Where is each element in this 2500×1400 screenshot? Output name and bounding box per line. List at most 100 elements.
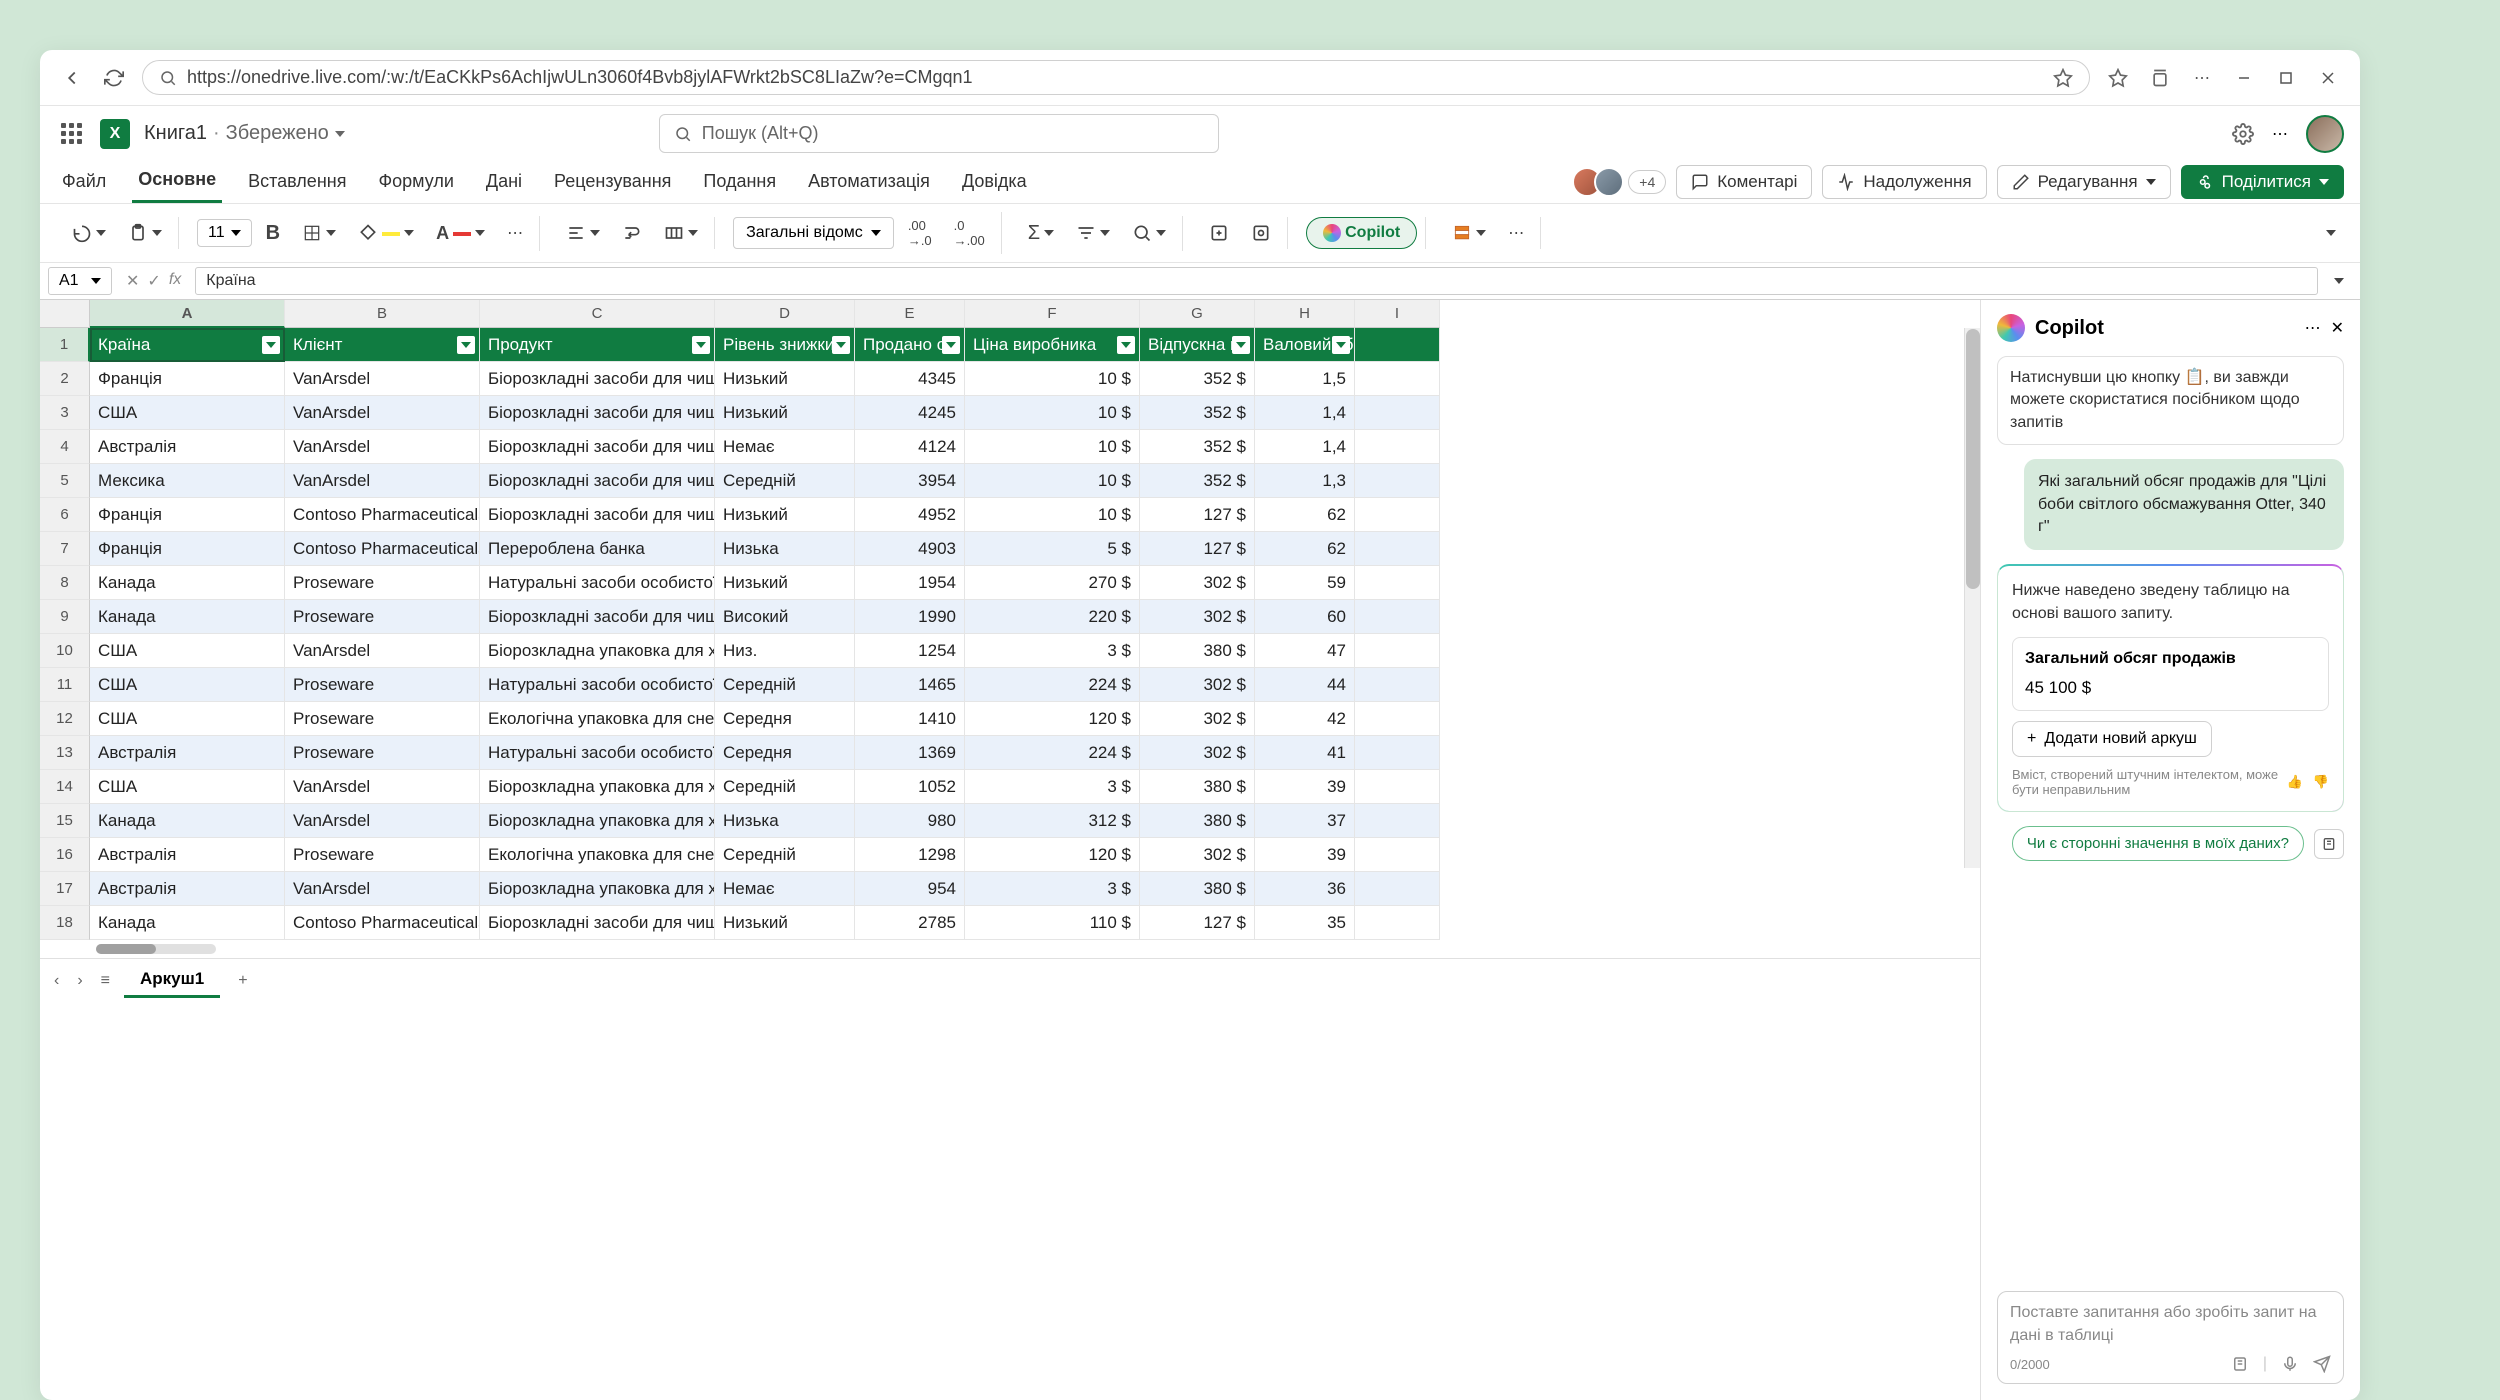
cell[interactable]: 1465 [855, 668, 965, 702]
cell[interactable]: Середня [715, 736, 855, 770]
cell[interactable]: Франція [90, 498, 285, 532]
tab-help[interactable]: Довідка [956, 163, 1033, 202]
cell[interactable]: 127 $ [1140, 498, 1255, 532]
prompt-guide-icon[interactable] [2314, 829, 2344, 859]
collections-icon[interactable] [2146, 64, 2174, 92]
row-header[interactable]: 1 [40, 328, 90, 362]
sheet-next-button[interactable]: › [73, 968, 86, 994]
cell[interactable]: Австралія [90, 736, 285, 770]
cell[interactable]: 127 $ [1140, 532, 1255, 566]
row-header[interactable]: 8 [40, 566, 90, 600]
cell[interactable]: 302 $ [1140, 600, 1255, 634]
cell[interactable] [1355, 634, 1440, 668]
font-color-button[interactable]: A [428, 217, 493, 250]
cell[interactable]: 10 $ [965, 498, 1140, 532]
cell[interactable]: Proseware [285, 600, 480, 634]
cell[interactable]: Proseware [285, 838, 480, 872]
cell[interactable]: VanArsdel [285, 362, 480, 396]
cell[interactable]: 224 $ [965, 736, 1140, 770]
favorite-icon[interactable] [2053, 68, 2073, 88]
cell[interactable]: Низька [715, 532, 855, 566]
formula-input[interactable]: Країна [195, 267, 2318, 295]
cell[interactable]: 120 $ [965, 702, 1140, 736]
row-header[interactable]: 16 [40, 838, 90, 872]
cell[interactable]: VanArsdel [285, 396, 480, 430]
cell[interactable]: 302 $ [1140, 566, 1255, 600]
cell[interactable]: VanArsdel [285, 634, 480, 668]
cell[interactable]: 352 $ [1140, 362, 1255, 396]
select-all-corner[interactable] [40, 300, 90, 328]
tab-file[interactable]: Файл [56, 163, 112, 202]
cell[interactable]: Біорозкладна упаковка для харчо [480, 872, 715, 906]
table-header-cell[interactable]: Клієнт [285, 328, 480, 362]
font-size-input[interactable]: 11 [197, 219, 252, 247]
analyze-data-button[interactable] [1243, 217, 1279, 249]
cell[interactable]: VanArsdel [285, 872, 480, 906]
add-new-sheet-button[interactable]: + Додати новий аркуш [2012, 721, 2212, 757]
table-row[interactable]: АвстраліяProsewareНатуральні засоби особ… [90, 736, 1980, 770]
cell[interactable]: 59 [1255, 566, 1355, 600]
cell[interactable]: Немає [715, 872, 855, 906]
cell[interactable]: Низький [715, 498, 855, 532]
cell[interactable]: США [90, 668, 285, 702]
cell[interactable]: 1,3 [1255, 464, 1355, 498]
cell[interactable]: 4345 [855, 362, 965, 396]
cell[interactable]: 380 $ [1140, 634, 1255, 668]
cell[interactable]: США [90, 702, 285, 736]
close-icon[interactable] [2314, 64, 2342, 92]
cell[interactable]: 37 [1255, 804, 1355, 838]
column-header[interactable]: H [1255, 300, 1355, 328]
cell[interactable]: Австралія [90, 838, 285, 872]
cell[interactable]: Франція [90, 532, 285, 566]
cell[interactable]: Низька [715, 804, 855, 838]
cell[interactable]: Низький [715, 396, 855, 430]
column-header[interactable]: A [90, 300, 285, 328]
table-row[interactable]: КанадаContoso PharmaceuticalsБіорозкладн… [90, 906, 1980, 940]
cell[interactable] [1355, 906, 1440, 940]
number-format-dropdown[interactable]: Загальні відомс [733, 217, 894, 249]
cell[interactable]: Середній [715, 838, 855, 872]
row-header[interactable]: 6 [40, 498, 90, 532]
format-table-button[interactable] [1444, 217, 1494, 249]
filter-button[interactable] [942, 336, 960, 354]
cell[interactable]: 120 $ [965, 838, 1140, 872]
tab-data[interactable]: Дані [480, 163, 528, 202]
table-row[interactable]: АвстраліяVanArsdelБіорозкладна упаковка … [90, 872, 1980, 906]
cell[interactable] [1355, 736, 1440, 770]
table-header-cell[interactable]: Ціна виробника [965, 328, 1140, 362]
cell[interactable]: Канада [90, 566, 285, 600]
cell[interactable]: 1369 [855, 736, 965, 770]
row-header[interactable]: 4 [40, 430, 90, 464]
tab-home[interactable]: Основне [132, 161, 222, 203]
name-box[interactable]: A1 [48, 267, 112, 295]
cell[interactable]: Середня [715, 702, 855, 736]
row-header[interactable]: 15 [40, 804, 90, 838]
editing-mode-button[interactable]: Редагування [1997, 165, 2171, 199]
find-button[interactable] [1124, 217, 1174, 249]
table-row[interactable]: АвстраліяVanArsdelБіорозкладні засоби дл… [90, 430, 1980, 464]
table-row[interactable]: ФранціяContoso PharmaceuticalsПерероблен… [90, 532, 1980, 566]
cell[interactable]: 41 [1255, 736, 1355, 770]
cell[interactable]: Біорозкладні засоби для чищенн [480, 430, 715, 464]
cell[interactable]: Австралія [90, 872, 285, 906]
cell[interactable] [1355, 804, 1440, 838]
table-header-cell[interactable]: Валовий зб [1255, 328, 1355, 362]
font-more-button[interactable]: ⋯ [499, 217, 531, 249]
cell[interactable]: 39 [1255, 838, 1355, 872]
filter-button[interactable] [1117, 336, 1135, 354]
cell[interactable]: 1,4 [1255, 430, 1355, 464]
tab-insert[interactable]: Вставлення [242, 163, 352, 202]
app-launcher-icon[interactable] [56, 119, 86, 149]
cell[interactable]: 302 $ [1140, 702, 1255, 736]
copilot-input[interactable]: Поставте запитання або зробіть запит на … [1997, 1291, 2344, 1384]
table-row[interactable]: МексикаVanArsdelБіорозкладні засоби для … [90, 464, 1980, 498]
copilot-more-icon[interactable]: ⋯ [2305, 318, 2321, 338]
cell[interactable] [1355, 396, 1440, 430]
cell[interactable]: 954 [855, 872, 965, 906]
fx-icon[interactable]: fx [169, 271, 181, 291]
cell[interactable]: 42 [1255, 702, 1355, 736]
cell[interactable]: 10 $ [965, 464, 1140, 498]
cell[interactable]: Немає [715, 430, 855, 464]
cell[interactable]: 127 $ [1140, 906, 1255, 940]
cell[interactable]: 1254 [855, 634, 965, 668]
